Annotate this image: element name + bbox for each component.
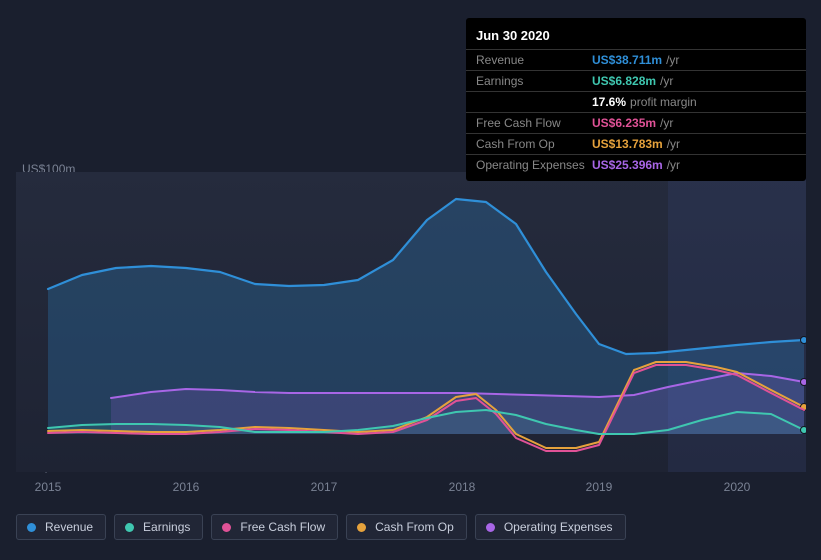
tooltip-row-value: US$25.396m/yr	[592, 157, 680, 173]
legend-swatch	[27, 523, 36, 532]
tooltip-row-label: Operating Expenses	[476, 157, 592, 173]
tooltip-row: RevenueUS$38.711m/yr	[466, 49, 806, 70]
x-axis-label: 2015	[35, 480, 62, 494]
x-axis-label: 2017	[311, 480, 338, 494]
tooltip-row: 17.6%profit margin	[466, 91, 806, 112]
tooltip-row: Operating ExpensesUS$25.396m/yr	[466, 154, 806, 175]
legend-label: Operating Expenses	[504, 520, 613, 534]
legend-swatch	[222, 523, 231, 532]
series-end-marker-revenue	[801, 337, 807, 344]
tooltip-row: Free Cash FlowUS$6.235m/yr	[466, 112, 806, 133]
tooltip-row-label: Revenue	[476, 52, 592, 68]
tooltip-row-value: US$6.235m/yr	[592, 115, 673, 131]
tooltip-row-label: Cash From Op	[476, 136, 592, 152]
legend-label: Revenue	[45, 520, 93, 534]
legend-item-cash_from_op[interactable]: Cash From Op	[346, 514, 467, 540]
legend-item-free_cash_flow[interactable]: Free Cash Flow	[211, 514, 338, 540]
tooltip-row-value: US$13.783m/yr	[592, 136, 680, 152]
series-end-marker-earnings	[801, 427, 807, 434]
tooltip-title: Jun 30 2020	[466, 24, 806, 49]
legend-swatch	[486, 523, 495, 532]
tooltip-row: EarningsUS$6.828m/yr	[466, 70, 806, 91]
x-axis-label: 2020	[724, 480, 751, 494]
legend-item-revenue[interactable]: Revenue	[16, 514, 106, 540]
x-axis-label: 2018	[449, 480, 476, 494]
tooltip-row-value: US$6.828m/yr	[592, 73, 673, 89]
x-axis-labels: 2015 2016 2017 2018 2019 2020	[16, 480, 806, 498]
tooltip-row-label: Free Cash Flow	[476, 115, 592, 131]
x-axis-label: 2019	[586, 480, 613, 494]
legend-swatch	[125, 523, 134, 532]
legend-item-earnings[interactable]: Earnings	[114, 514, 203, 540]
tooltip-row-label	[476, 94, 592, 110]
chart-container: Jun 30 2020 RevenueUS$38.711m/yrEarnings…	[0, 0, 821, 560]
legend-label: Cash From Op	[375, 520, 454, 534]
chart-legend: Revenue Earnings Free Cash Flow Cash From O…	[16, 514, 626, 540]
x-axis-label: 2016	[173, 480, 200, 494]
legend-swatch	[357, 523, 366, 532]
series-end-marker-operating_expenses	[801, 379, 807, 386]
legend-label: Free Cash Flow	[240, 520, 325, 534]
financials-chart[interactable]	[16, 172, 806, 472]
legend-label: Earnings	[143, 520, 190, 534]
tooltip-row-label: Earnings	[476, 73, 592, 89]
tooltip-row: Cash From OpUS$13.783m/yr	[466, 133, 806, 154]
tooltip-row-value: US$38.711m/yr	[592, 52, 679, 68]
legend-item-operating_expenses[interactable]: Operating Expenses	[475, 514, 626, 540]
chart-tooltip: Jun 30 2020 RevenueUS$38.711m/yrEarnings…	[466, 18, 806, 181]
tooltip-rows: RevenueUS$38.711m/yrEarningsUS$6.828m/yr…	[466, 49, 806, 175]
tooltip-row-value: 17.6%profit margin	[592, 94, 697, 110]
